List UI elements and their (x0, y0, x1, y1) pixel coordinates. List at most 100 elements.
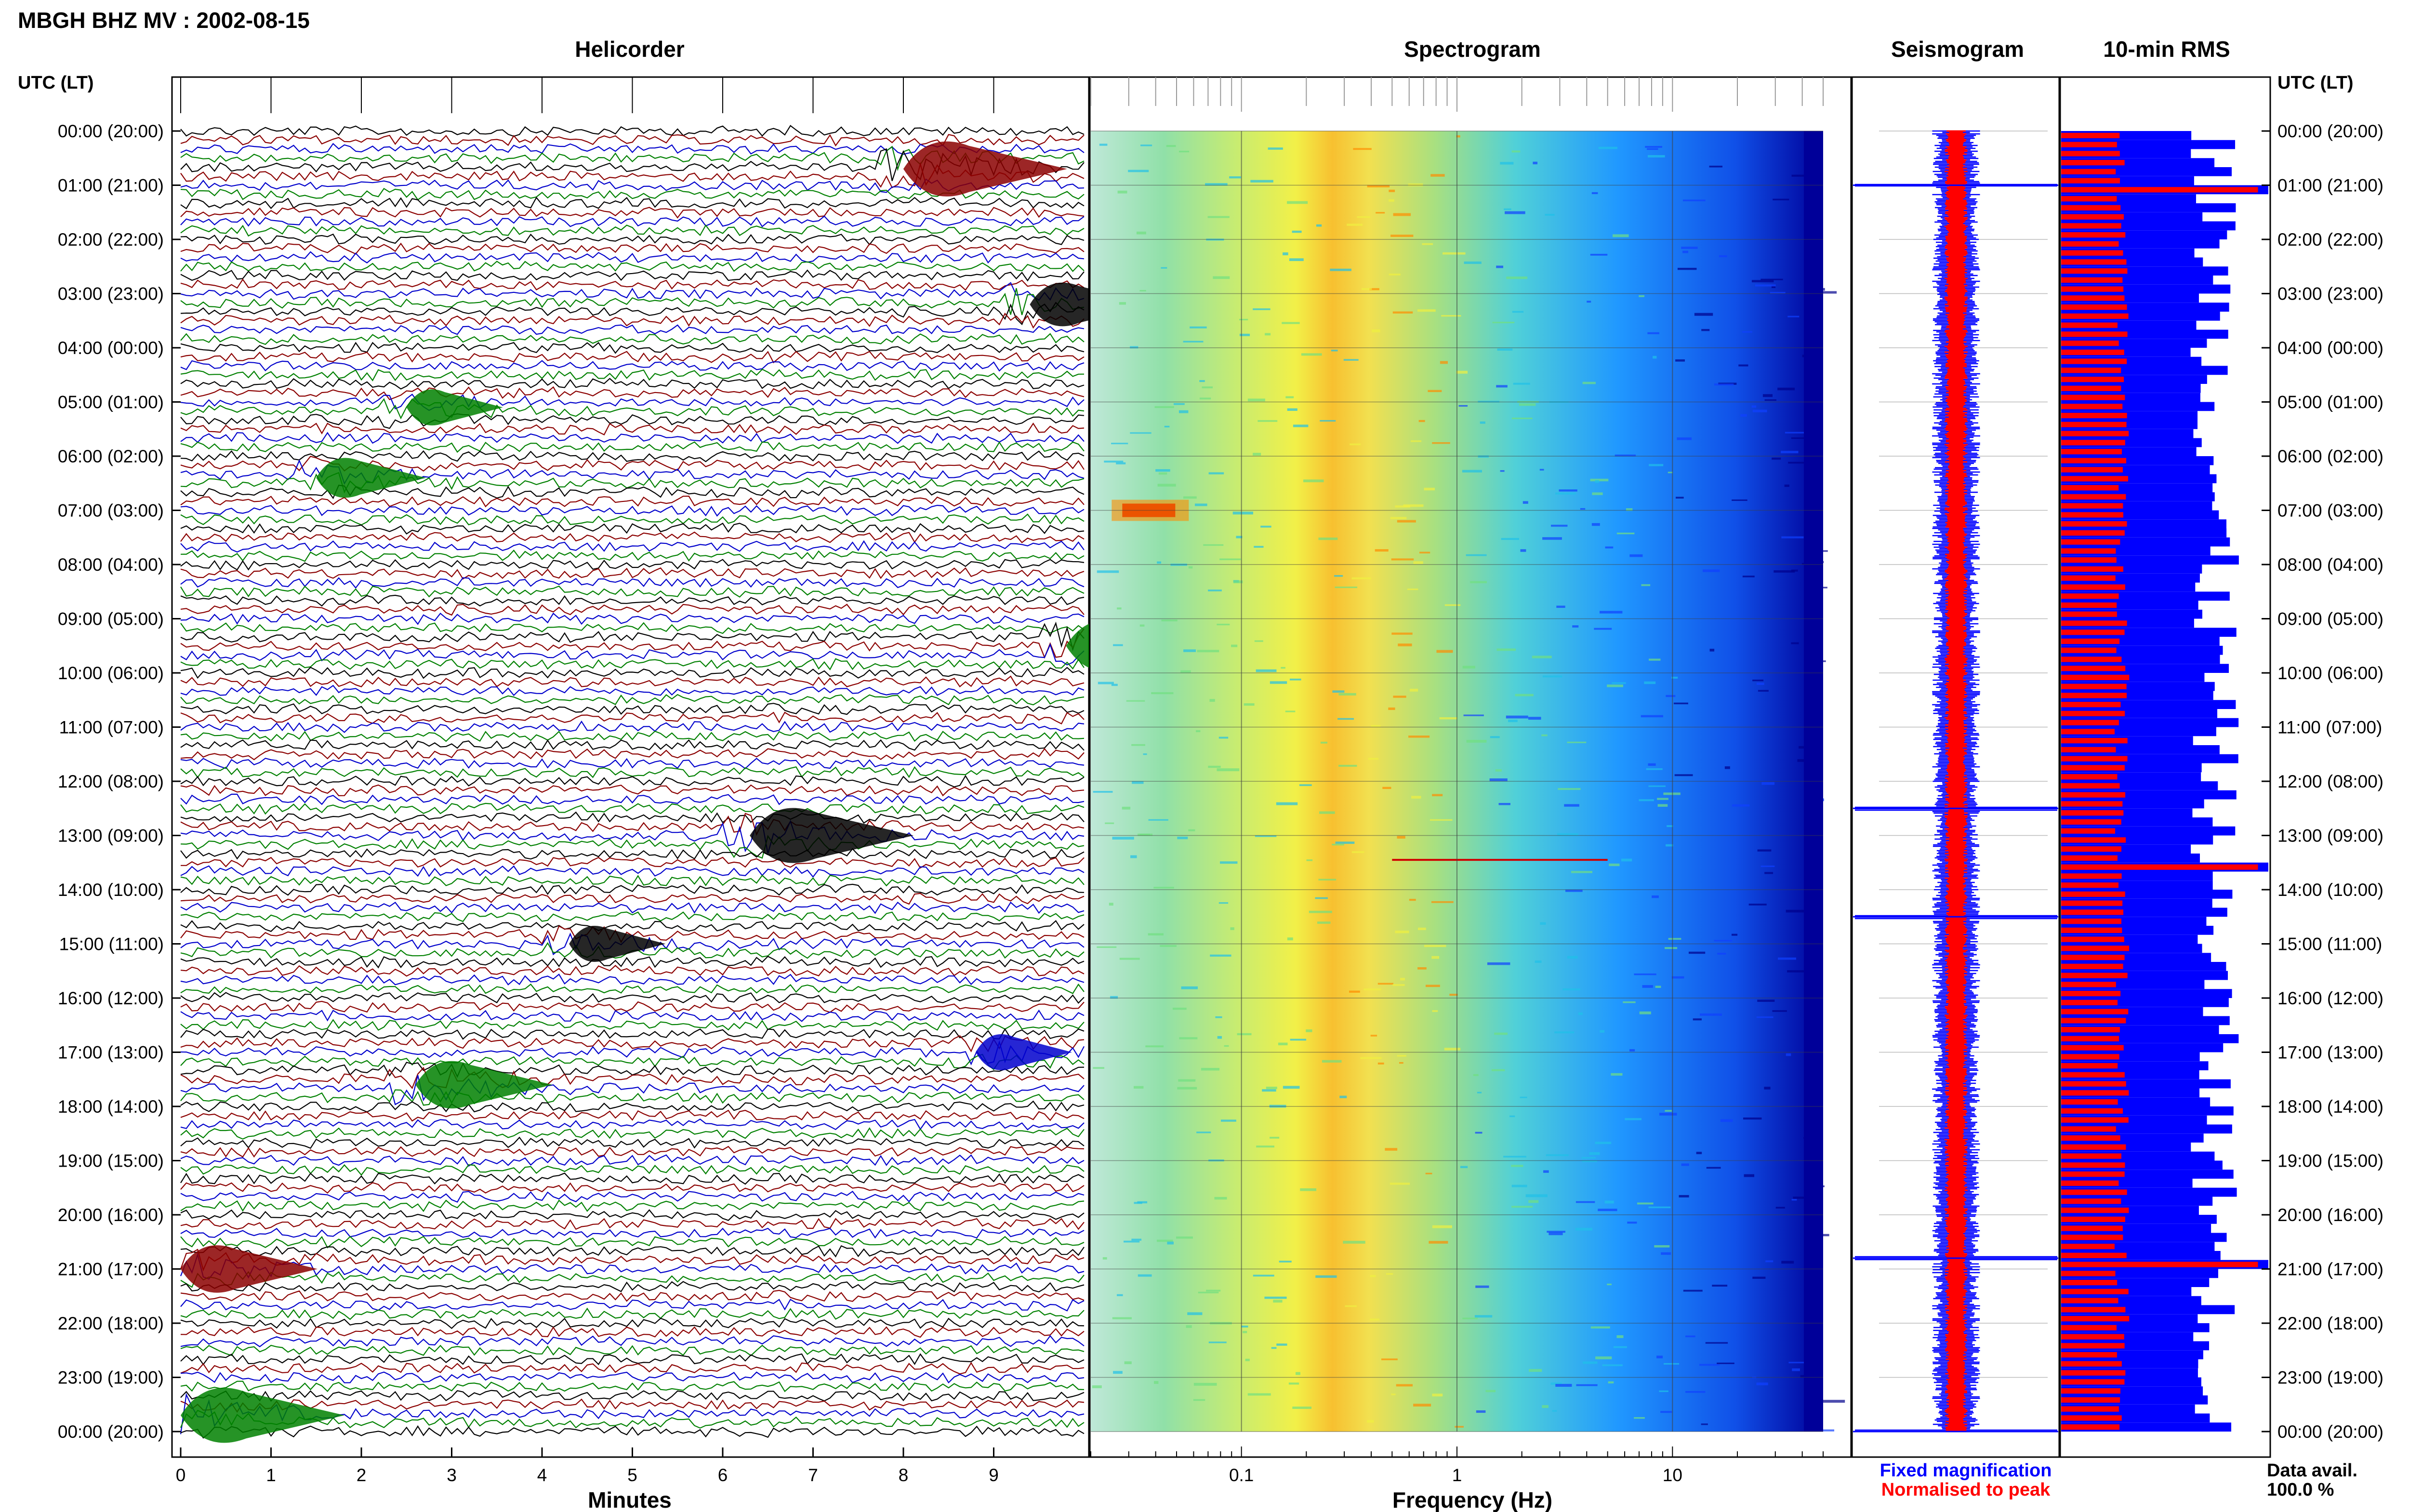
spectrogram-cell (1281, 667, 1285, 669)
rms-normalised-bar (2061, 1072, 2125, 1078)
rms-normalised-bar (2061, 503, 2123, 509)
rms-normalised-bar (2061, 1036, 2119, 1041)
spectrogram-cell (1647, 148, 1658, 150)
rms-normalised-bar (2061, 341, 2119, 346)
helicorder-trace-line (180, 523, 1085, 535)
spectrogram-cell (1292, 230, 1302, 233)
spectrogram-cell (1752, 1276, 1766, 1279)
spectrogram-cell (1386, 1273, 1393, 1275)
spectrogram-cell (1719, 255, 1727, 257)
spectrogram-cell (1337, 718, 1354, 720)
spectrogram-cell (1230, 927, 1234, 930)
spectrogram-cell (1255, 835, 1277, 837)
spectrogram-cell (1685, 1335, 1695, 1338)
spectrogram-cell (1554, 1031, 1575, 1034)
data-availability-value: 100.0 % (2267, 1480, 2334, 1500)
rms-normalised-bar (2061, 476, 2128, 482)
spectrogram-cell (1785, 432, 1805, 434)
time-tick-right: 22:00 (18:00) (2277, 1314, 2383, 1333)
spectrogram-cell (1413, 1404, 1431, 1407)
spectrogram-cell (1157, 484, 1176, 487)
spectrogram-cell (1417, 309, 1436, 312)
spectrogram-cell (1777, 387, 1795, 391)
spectrogram-cell (1431, 956, 1440, 959)
spectrogram-cell (1562, 988, 1581, 991)
spectrogram-cell (1591, 523, 1600, 526)
spectrogram-cell (1648, 763, 1656, 766)
helicorder-trace-line (180, 1227, 1085, 1239)
rms-normalised-bar (2061, 584, 2125, 590)
spectrogram-cell (1320, 741, 1328, 744)
spectrogram-cell (1206, 1289, 1221, 1292)
time-tick-left: 13:00 (09:00) (58, 826, 164, 846)
helicorder-trace-line (180, 261, 1085, 272)
spectrogram-cell (1117, 607, 1122, 610)
spectrogram-cell (1167, 1241, 1174, 1245)
spectrogram-cell (1501, 538, 1519, 540)
spectrogram-cell (1522, 501, 1528, 504)
time-tick-left: 08:00 (04:00) (58, 555, 164, 575)
rms-normalised-bar (2061, 1189, 2127, 1195)
spectrogram-cell (1145, 1045, 1164, 1048)
spectrogram-cell (1181, 986, 1198, 989)
helicorder-trace-line (180, 1249, 1085, 1272)
spectrogram-cell (1215, 1016, 1222, 1018)
spectrogram-cell (1196, 1131, 1211, 1133)
helicorder-trace-line (180, 333, 1085, 345)
spectrogram-cell (1292, 1407, 1312, 1409)
helicorder-trace-line (180, 604, 1085, 616)
spectrogram-cell (1403, 504, 1424, 507)
spectrogram-cell (1812, 1429, 1835, 1432)
spectrogram-cell (1685, 1391, 1706, 1393)
spectrogram-cell (1781, 1261, 1794, 1264)
spectrogram-cell (1616, 532, 1635, 535)
helicorder-trace-line (180, 1172, 1085, 1185)
helicorder-trace-line (180, 694, 1085, 706)
spectrogram-cell (1257, 420, 1278, 422)
spectrogram-cell (1351, 577, 1371, 579)
spectrogram-cell (1335, 841, 1355, 844)
spectrogram-cell (1649, 658, 1661, 661)
time-tick-right: 20:00 (16:00) (2277, 1205, 2383, 1225)
spectrogram-cell (1250, 180, 1273, 183)
spectrogram-panel: 0.1 1 10 Frequency (Hz) (1089, 76, 1852, 1512)
spectrogram-cell (1154, 1381, 1159, 1384)
spectrogram-cell (1183, 649, 1196, 652)
helicorder-trace-line (180, 1299, 1085, 1312)
spectrogram-cell (1771, 286, 1776, 288)
spectrogram-cell (1533, 161, 1538, 165)
spectrogram-cell (1657, 798, 1668, 800)
spectrogram-cell (1289, 258, 1304, 261)
spectrogram-cell (1571, 871, 1592, 873)
rms-normalised-bar (2061, 214, 2124, 220)
spectrogram-cell (1681, 1163, 1689, 1166)
spectrogram-cell (1607, 1283, 1612, 1286)
spectrogram-cell (1556, 605, 1565, 608)
spectrogram-x-tick-label: 1 (1452, 1465, 1462, 1485)
rms-normalised-bar (2061, 1009, 2129, 1014)
rms-normalised-bar (2061, 404, 2123, 409)
spectrogram-cell (1377, 1062, 1384, 1065)
spectrogram-cell (1431, 901, 1454, 903)
helicorder-trace-line (180, 513, 1085, 526)
spectrogram-cell (1552, 1410, 1557, 1412)
spectrogram-cell (1627, 1222, 1637, 1224)
spectrogram-cell (1245, 1358, 1250, 1361)
helicorder-trace-line (180, 1164, 1085, 1176)
spectrogram-cell (1265, 333, 1271, 336)
helicorder-trace-line (180, 1307, 1085, 1320)
time-tick-right: 19:00 (15:00) (2277, 1151, 2383, 1171)
rms-normalised-bar (2061, 792, 2126, 798)
time-tick-left: 10:00 (06:00) (58, 663, 164, 683)
spectrogram-cell (1186, 1325, 1192, 1328)
spectrogram-cell (1256, 1145, 1274, 1148)
helicorder-event-burst (569, 926, 666, 962)
spectrogram-cell (1587, 301, 1591, 303)
time-tick-right: 14:00 (10:00) (2277, 880, 2383, 900)
helicorder-trace-line (180, 1100, 1085, 1113)
spectrogram-cell (1143, 753, 1147, 755)
spectrogram-cell (1371, 724, 1381, 727)
time-tick-left: 20:00 (16:00) (58, 1205, 164, 1225)
spectrogram-cell (1390, 235, 1414, 237)
spectrogram-cell (1372, 329, 1380, 332)
